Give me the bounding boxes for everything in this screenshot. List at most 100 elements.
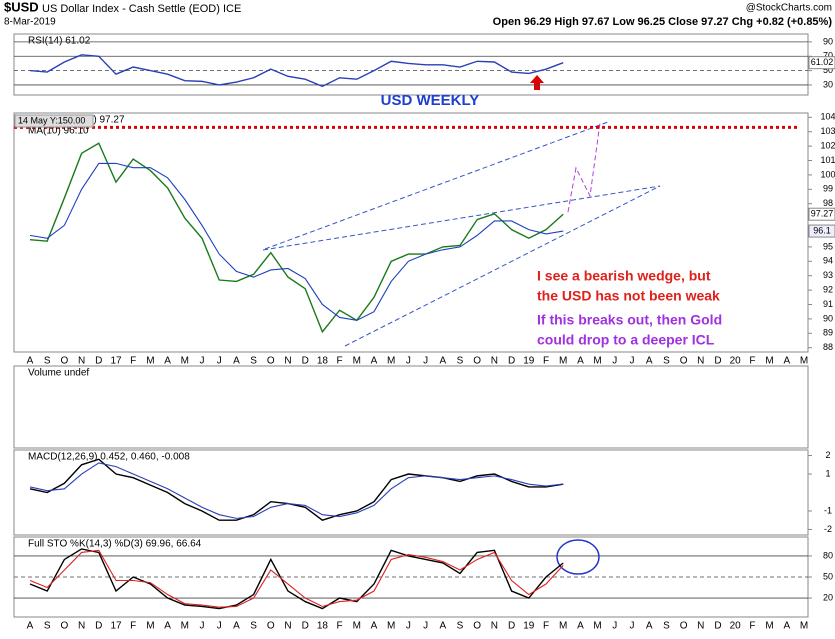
x-tick-label: A: [27, 621, 34, 632]
y-tick-label: 30: [823, 79, 833, 89]
y-tick-label: 100: [820, 169, 835, 179]
x-tick-label: M: [765, 621, 773, 632]
cursor-label: 14 May Y:150.00: [18, 115, 85, 125]
panel-title: RSI(14) 61.02: [28, 36, 91, 47]
series-line: [29, 548, 564, 610]
last-value-box: [808, 224, 835, 238]
last-value: 96.1: [813, 225, 831, 235]
panel: [13, 33, 809, 96]
y-tick-label: 20: [823, 592, 833, 602]
y-tick-label: 95: [823, 241, 833, 251]
x-tick-label: D: [714, 621, 721, 632]
x-tick-label: A: [646, 621, 653, 632]
x-tick-label: F: [337, 356, 343, 367]
last-value: 97.27: [811, 209, 834, 219]
x-tick-label: A: [233, 356, 240, 367]
x-tick-label: F: [543, 356, 549, 367]
x-tick-label: S: [457, 621, 464, 632]
x-tick-label: J: [612, 356, 617, 367]
y-tick-label: 103: [820, 126, 835, 136]
annotation: I see a bearish wedge, but: [537, 268, 711, 284]
x-tick-label: M: [593, 621, 601, 632]
x-tick-label: M: [559, 356, 567, 367]
x-tick-label: N: [697, 356, 704, 367]
x-tick-label: O: [680, 621, 688, 632]
x-tick-label: A: [164, 621, 171, 632]
y-tick-label: 90: [823, 313, 833, 323]
y-tick-label: 80: [823, 550, 833, 560]
x-tick-label: O: [473, 356, 481, 367]
annotation: USD WEEKLY: [381, 92, 480, 109]
panel: [13, 365, 809, 449]
x-tick-label: 17: [110, 621, 122, 632]
x-tick-label: 19: [523, 621, 535, 632]
y-tick-label: 90: [823, 36, 833, 46]
y-tick-label: 92: [823, 284, 833, 294]
x-tick-label: D: [95, 356, 102, 367]
x-tick-label: M: [181, 621, 189, 632]
x-tick-label: D: [508, 621, 515, 632]
y-tick-label: 50: [823, 65, 833, 75]
panel-title: Volume undef: [28, 368, 89, 379]
x-tick-label: N: [284, 621, 291, 632]
x-tick-label: 18: [317, 621, 329, 632]
x-tick-label: O: [61, 356, 69, 367]
x-tick-label: F: [749, 356, 755, 367]
x-tick-label: A: [783, 356, 790, 367]
y-tick-label: 93: [823, 270, 833, 280]
series-line: [29, 142, 564, 334]
x-tick-label: F: [749, 621, 755, 632]
x-tick-label: N: [491, 356, 498, 367]
x-tick-label: M: [800, 621, 808, 632]
panel-title: Full STO %K(14,3) %D(3) 69.96, 66.64: [28, 539, 202, 550]
x-tick-label: S: [44, 621, 51, 632]
y-tick-label: 1: [825, 468, 830, 478]
x-tick-label: N: [491, 621, 498, 632]
x-tick-label: J: [217, 356, 222, 367]
legend-entry: MA(10) 96.10: [28, 126, 89, 137]
x-tick-label: M: [387, 621, 395, 632]
x-tick-label: A: [164, 356, 171, 367]
x-tick-label: F: [130, 356, 136, 367]
series-line: [29, 162, 564, 321]
x-tick-label: M: [559, 621, 567, 632]
x-tick-label: M: [353, 356, 361, 367]
x-tick-label: S: [457, 356, 464, 367]
x-tick-label: O: [267, 356, 275, 367]
x-tick-label: S: [663, 356, 670, 367]
projection: [567, 122, 601, 213]
name: US Dollar Index - Cash Settle (EOD) ICE: [42, 3, 241, 15]
x-tick-label: J: [423, 621, 428, 632]
x-tick-label: A: [233, 621, 240, 632]
x-tick-label: M: [146, 356, 154, 367]
x-tick-label: A: [439, 621, 446, 632]
source: @StockCharts.com: [746, 3, 832, 14]
x-tick-label: N: [697, 621, 704, 632]
x-tick-label: J: [406, 356, 411, 367]
y-tick-label: 101: [820, 155, 835, 165]
x-tick-label: O: [61, 621, 69, 632]
highlight-circle: [556, 539, 600, 575]
arrow: [530, 75, 544, 90]
x-tick-label: D: [302, 356, 309, 367]
x-tick-label: M: [181, 356, 189, 367]
quote: Open 96.29 High 97.67 Low 96.25 Close 97…: [493, 16, 833, 28]
x-tick-label: D: [302, 621, 309, 632]
y-tick-label: 91: [823, 299, 833, 309]
series-line: [29, 549, 564, 608]
x-tick-label: J: [612, 621, 617, 632]
x-tick-label: F: [130, 621, 136, 632]
x-tick-label: O: [473, 621, 481, 632]
drawings: [262, 121, 661, 347]
x-tick-label: J: [406, 621, 411, 632]
y-tick-label: 102: [820, 140, 835, 150]
x-tick-label: 19: [523, 356, 535, 367]
x-tick-label: A: [577, 356, 584, 367]
x-tick-label: A: [27, 356, 34, 367]
x-tick-label: J: [200, 356, 205, 367]
x-tick-label: A: [371, 621, 378, 632]
last-value-box: [808, 56, 835, 70]
x-tick-label: O: [267, 621, 275, 632]
x-tick-label: M: [353, 621, 361, 632]
